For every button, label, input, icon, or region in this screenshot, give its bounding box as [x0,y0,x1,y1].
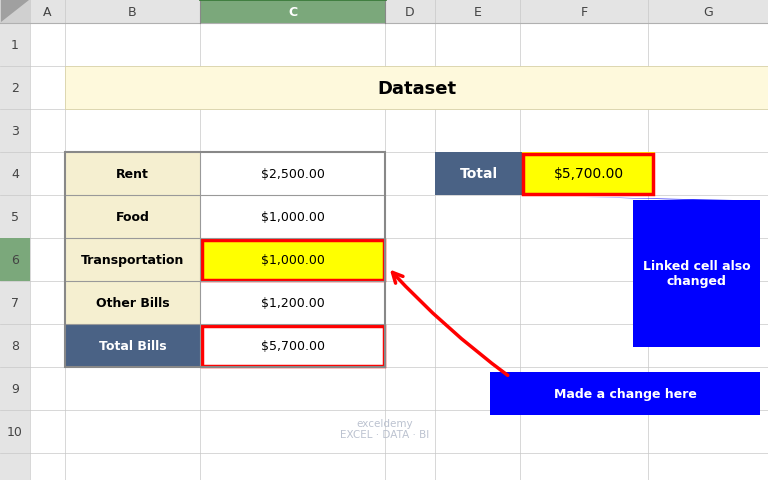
Text: 1: 1 [11,39,19,52]
Bar [633,201,760,347]
Bar [200,281,385,324]
Text: F: F [581,5,588,18]
Text: Dataset: Dataset [377,79,456,97]
FancyArrowPatch shape [392,273,508,375]
Text: 2: 2 [11,82,19,95]
Bar [435,153,522,195]
Bar [65,324,200,367]
Text: Linked cell also
changed: Linked cell also changed [643,260,750,288]
Bar [200,239,385,281]
Text: D: D [406,5,415,18]
Text: 3: 3 [11,125,19,138]
Text: $5,700.00: $5,700.00 [554,167,624,181]
Bar [65,281,200,324]
Bar [0,0,30,24]
Bar [65,195,200,239]
Text: 7: 7 [11,296,19,309]
Text: 4: 4 [11,168,19,180]
Bar [0,24,30,480]
Text: 6: 6 [11,253,19,266]
Bar [522,153,655,195]
Bar [200,0,385,24]
Bar [201,326,383,366]
Text: exceldemy
EXCEL · DATA · BI: exceldemy EXCEL · DATA · BI [340,418,429,439]
Text: 8: 8 [11,339,19,352]
Text: Made a change here: Made a change here [554,387,697,400]
Bar [0,0,768,24]
Text: C: C [288,5,297,18]
Text: 9: 9 [11,382,19,395]
Text: Total: Total [459,167,498,181]
Bar [490,372,760,415]
Text: G: G [703,5,713,18]
Text: $1,200.00: $1,200.00 [260,296,324,309]
Text: A: A [43,5,51,18]
Bar [200,324,385,367]
Text: E: E [474,5,482,18]
Text: 10: 10 [7,425,23,438]
Text: 5: 5 [11,211,19,224]
Text: Transportation: Transportation [81,253,184,266]
Text: $1,000.00: $1,000.00 [260,211,324,224]
Text: Total Bills: Total Bills [98,339,167,352]
Bar [201,240,383,280]
Text: B: B [128,5,137,18]
Polygon shape [584,198,733,201]
Bar [65,153,385,367]
Text: Food: Food [115,211,150,224]
Text: $1,000.00: $1,000.00 [260,253,324,266]
Bar [65,239,200,281]
Text: Rent: Rent [116,168,149,180]
Polygon shape [1,1,29,23]
Bar [524,154,654,194]
Bar [200,153,385,195]
Bar [65,67,768,110]
Bar [200,195,385,239]
Text: Other Bills: Other Bills [96,296,169,309]
Bar [0,239,30,281]
Text: $2,500.00: $2,500.00 [260,168,324,180]
Bar [65,153,200,195]
Text: $5,700.00: $5,700.00 [260,339,325,352]
